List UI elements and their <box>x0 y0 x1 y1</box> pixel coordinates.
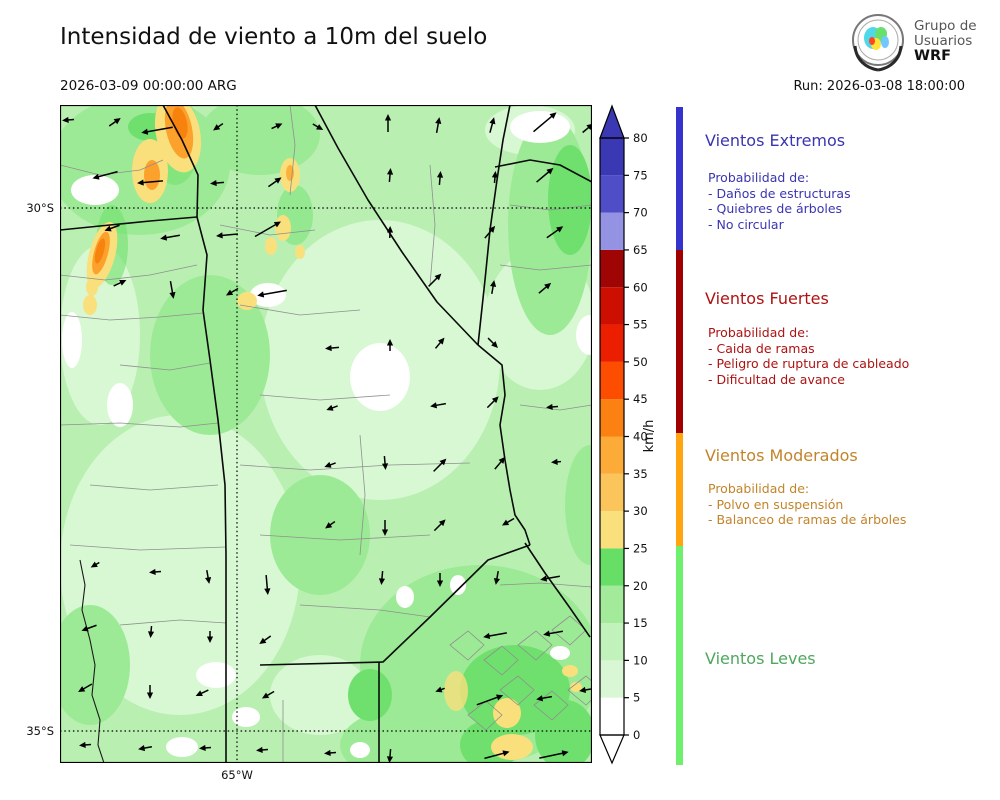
legend-item: - Dificultad de avance <box>708 371 845 387</box>
logo-line-2: Usuarios <box>914 32 973 49</box>
logo-text: Grupo de Usuarios WRF <box>914 17 977 64</box>
legend-title-moderados: Vientos Moderados <box>705 446 858 465</box>
svg-text:25: 25 <box>633 541 648 555</box>
legend-item: - Polvo en suspensión <box>708 496 844 512</box>
svg-text:45: 45 <box>633 392 648 406</box>
legend-block-moderados: Probabilidad de: - Polvo en suspensión -… <box>708 481 906 528</box>
strip-leves <box>676 546 683 765</box>
logo-line-3: WRF <box>914 47 952 64</box>
svg-text:5: 5 <box>633 691 640 705</box>
legend-item: - Balanceo de ramas de árboles <box>708 512 907 527</box>
department-borders <box>60 105 592 763</box>
model-run-datetime: Run: 2026-03-08 18:00:00 <box>793 79 965 94</box>
logo-line-1: Grupo de <box>914 17 977 34</box>
svg-text:35: 35 <box>633 467 648 481</box>
page-title: Intensidad de viento a 10m del suelo <box>60 24 488 50</box>
colorbar: 0 5 10 15 20 25 30 35 40 45 50 55 60 65 70 75 80 km/h <box>599 104 657 765</box>
group-logo: Grupo de Usuarios WRF <box>848 8 998 74</box>
legend-item: - Daños de estructuras <box>708 185 851 201</box>
legend-title-extremos: Vientos Extremos <box>705 131 846 150</box>
svg-text:50: 50 <box>633 355 648 369</box>
legend-item: - Caida de ramas <box>708 340 815 356</box>
colorbar-under-arrow <box>599 734 625 765</box>
svg-text:70: 70 <box>633 206 648 220</box>
river-line <box>79 559 105 763</box>
svg-text:55: 55 <box>633 318 648 332</box>
svg-text:40: 40 <box>633 430 648 444</box>
colorbar-segments <box>600 138 624 735</box>
svg-text:20: 20 <box>633 579 648 593</box>
svg-text:15: 15 <box>633 616 648 630</box>
legend-item: - Peligro de ruptura de cableado <box>708 356 910 371</box>
legend-item: - Quiebres de árboles <box>708 201 843 216</box>
svg-text:65: 65 <box>633 243 648 257</box>
xtick-65w: 65°W <box>221 768 253 782</box>
colorbar-over-arrow <box>599 104 625 139</box>
svg-text:10: 10 <box>633 653 648 667</box>
legend-intro: Probabilidad de: <box>708 481 810 496</box>
colorbar-unit-label: km/h <box>642 420 657 453</box>
strip-fuertes <box>676 250 683 433</box>
svg-text:80: 80 <box>633 131 648 145</box>
colorbar-ticks: 0 5 10 15 20 25 30 35 40 45 50 55 60 65 70 75 80 <box>624 131 648 742</box>
legend-block-extremos: Probabilidad de: - Daños de estructuras … <box>708 170 851 232</box>
legend-intro: Probabilidad de: <box>708 170 810 185</box>
logo-seal-icon <box>852 14 904 72</box>
ytick-35s: 35°S <box>26 724 54 738</box>
legend-intro: Probabilidad de: <box>708 325 810 340</box>
svg-text:30: 30 <box>633 504 648 518</box>
legend-block-fuertes: Probabilidad de: - Caida de ramas - Peli… <box>708 325 909 387</box>
wind-intensity-map <box>60 105 592 763</box>
strip-extremos <box>676 107 683 250</box>
wind-arrows <box>62 112 592 763</box>
svg-text:60: 60 <box>633 280 648 294</box>
legend-title-fuertes: Vientos Fuertes <box>705 289 829 308</box>
valid-datetime: 2026-03-09 00:00:00 ARG <box>60 78 237 94</box>
ytick-30s: 30°S <box>26 201 54 215</box>
legend-title-leves: Vientos Leves <box>705 649 816 668</box>
shading-white <box>62 111 592 758</box>
province-borders <box>60 105 592 763</box>
legend-item: - No circular <box>708 216 784 232</box>
strip-moderados <box>676 433 683 546</box>
graticule <box>60 105 592 763</box>
svg-text:75: 75 <box>633 168 648 182</box>
svg-text:0: 0 <box>633 728 640 742</box>
